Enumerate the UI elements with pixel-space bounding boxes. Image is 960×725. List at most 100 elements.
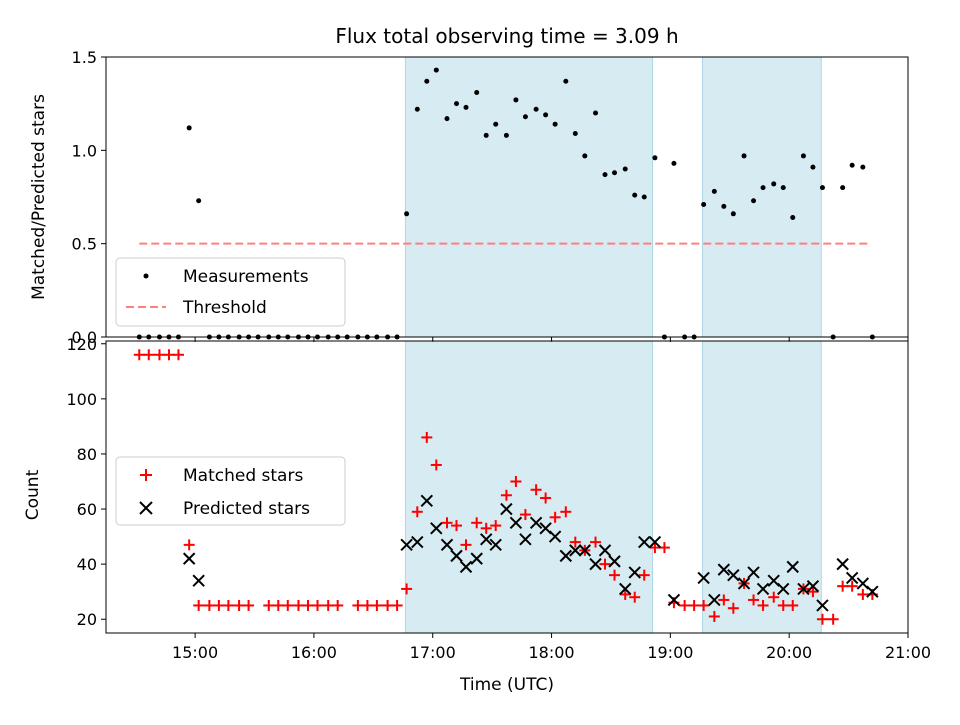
top-panel: 0.0 0.5 1.0 1.5 Matched/Predicted stars Mea… — [29, 48, 909, 347]
matched-star-point — [727, 602, 739, 614]
matched-star-point — [361, 599, 373, 611]
matched-star-point — [203, 599, 215, 611]
measurement-point — [810, 164, 816, 170]
y-tick-label: 60 — [77, 500, 97, 519]
matched-star-point — [560, 506, 572, 518]
measurement-point — [513, 97, 519, 103]
predicted-star-point — [500, 502, 513, 516]
matched-star-point — [382, 599, 394, 611]
predicted-star-point — [786, 560, 799, 574]
legend-predicted-label: Predicted stars — [183, 499, 310, 519]
matched-star-point — [846, 580, 858, 592]
predicted-star-point — [708, 593, 721, 607]
measurement-point — [563, 78, 569, 84]
measurement-point — [493, 121, 499, 127]
matched-star-point — [519, 509, 531, 521]
predicted-star-point — [717, 563, 731, 576]
measurement-point — [771, 181, 777, 187]
matched-star-point — [500, 489, 512, 501]
matched-star-point — [777, 599, 789, 611]
matched-star-point — [391, 599, 403, 611]
matched-star-point — [638, 569, 650, 581]
matched-star-point — [827, 613, 839, 625]
measurement-point — [840, 185, 846, 191]
predicted-star-point — [816, 599, 829, 612]
top-legend-box — [115, 257, 346, 327]
matched-star-point — [629, 591, 641, 603]
matched-star-point — [807, 586, 819, 598]
predicted-star-point — [737, 577, 751, 590]
matched-star-point — [609, 569, 621, 581]
predicted-star-point — [756, 582, 770, 596]
predicted-star-point — [638, 535, 651, 549]
matched-star-point — [708, 610, 720, 622]
predicted-star-point — [559, 549, 573, 563]
predicted-star-point — [845, 571, 859, 585]
x-tick-label: 20:00 — [766, 643, 812, 662]
predicted-star-point — [697, 571, 710, 585]
bottom-plot-frame — [105, 340, 909, 634]
x-tick-label: 15:00 — [172, 643, 218, 662]
matched-star-point — [332, 599, 344, 611]
measurement-point — [433, 67, 439, 73]
y-tick-label: 20 — [77, 610, 97, 629]
measurement-point — [760, 185, 766, 191]
matched-star-point — [590, 536, 602, 548]
predicted-star-point — [192, 574, 205, 587]
matched-star-point — [153, 349, 165, 361]
measurement-point — [196, 198, 202, 204]
matched-star-point — [430, 459, 442, 471]
matched-star-point — [748, 594, 760, 606]
matched-star-point — [243, 599, 255, 611]
matched-star-point — [480, 522, 492, 534]
matched-star-point — [688, 599, 700, 611]
measurement-point — [790, 215, 796, 221]
x-tick-label: 21:00 — [885, 643, 931, 662]
matched-star-point — [193, 599, 205, 611]
predicted-star-point — [806, 579, 820, 593]
matched-star-point — [163, 349, 175, 361]
matched-star-point — [540, 492, 552, 504]
matched-star-point — [649, 542, 661, 554]
matched-star-point — [352, 599, 364, 611]
measurement-point — [444, 116, 450, 122]
measurement-point — [641, 194, 647, 200]
matched-star-point — [619, 588, 631, 600]
measurement-point — [819, 185, 825, 191]
chart-title: Flux total observing time = 3.09 h — [335, 24, 678, 48]
matched-star-point — [857, 588, 869, 600]
top-y-axis: 0.0 0.5 1.0 1.5 — [72, 48, 106, 347]
measurement-point — [741, 153, 747, 159]
y-tick-label: 100 — [66, 390, 97, 409]
predicted-star-point — [578, 544, 592, 557]
top-plot-frame — [105, 56, 909, 338]
matched-star-point — [549, 511, 561, 523]
matched-star-point — [133, 349, 145, 361]
legend-measurement-marker — [143, 273, 149, 279]
predicted-star-point — [866, 585, 879, 598]
predicted-star-point — [529, 516, 543, 530]
matched-star-point — [441, 517, 453, 529]
legend-matched-label: Matched stars — [183, 466, 303, 486]
matched-star-point — [263, 599, 275, 611]
matched-star-point — [401, 583, 413, 595]
predicted-star-point — [430, 522, 443, 535]
matched-star-point — [322, 599, 334, 611]
measurement-point — [186, 125, 192, 131]
top-shaded-spans — [404, 56, 822, 338]
predicted-star-point — [569, 544, 582, 557]
measurement-point — [463, 104, 469, 110]
measurement-point — [612, 170, 618, 176]
predicted-star-point — [548, 530, 562, 543]
y-tick-label: 1.5 — [72, 48, 97, 67]
measurement-point — [483, 132, 489, 138]
measurement-point — [780, 185, 786, 191]
matched-star-point — [679, 599, 691, 611]
matched-star-point — [451, 520, 463, 532]
predicted-star-point — [836, 557, 849, 571]
measurement-point — [593, 110, 599, 116]
matched-star-point — [143, 349, 155, 361]
bottom-legend-box — [115, 456, 346, 526]
measurement-point — [522, 114, 528, 120]
